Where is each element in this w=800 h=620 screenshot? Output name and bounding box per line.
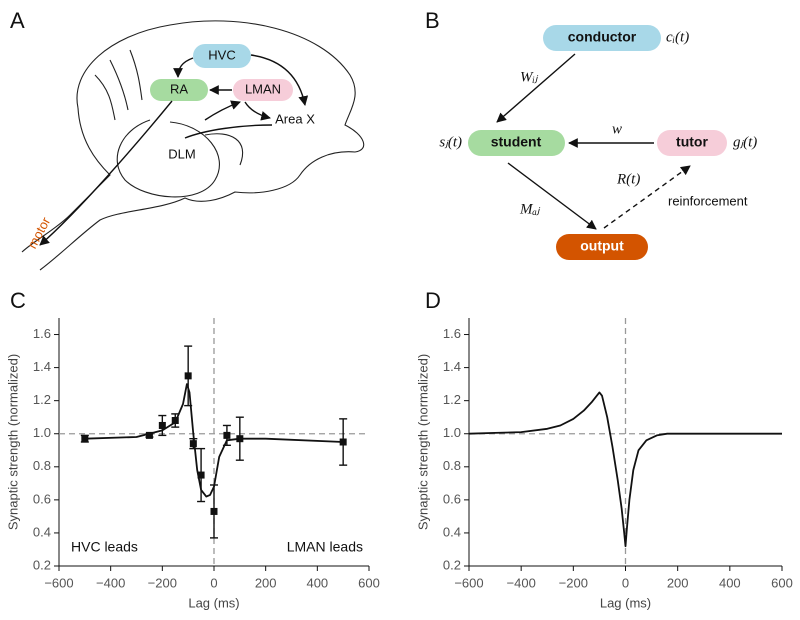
- annotation: HVC leads: [71, 539, 138, 555]
- x-tick-label: 400: [719, 575, 741, 590]
- edge-label: Mₐⱼ: [519, 201, 541, 217]
- symbol: cᵢ(t): [666, 29, 689, 45]
- x-tick-label: 600: [771, 575, 793, 590]
- edge-note: reinforcement: [668, 193, 748, 208]
- annotation: LMAN leads: [287, 539, 363, 555]
- y-tick-label: 1.2: [443, 392, 461, 407]
- x-tick-label: 200: [255, 575, 277, 590]
- data-point: [210, 507, 218, 515]
- region-box: [193, 44, 251, 68]
- data-point: [145, 431, 153, 439]
- data-point: [197, 471, 205, 479]
- y-tick-label: 1.4: [33, 359, 51, 374]
- data-point: [189, 440, 197, 448]
- curve: [468, 391, 782, 548]
- region-label: Area X: [275, 111, 315, 126]
- x-tick-label: 200: [667, 575, 689, 590]
- region-label: DLM: [168, 146, 195, 161]
- x-tick-label: −200: [148, 575, 177, 590]
- x-tick-label: −600: [454, 575, 483, 590]
- data-point: [158, 421, 166, 429]
- node-box: [468, 130, 565, 156]
- region-box: [150, 79, 208, 101]
- edge-label: R(t): [616, 171, 640, 187]
- region-label: HVC: [208, 47, 235, 62]
- node-label: conductor: [568, 29, 637, 45]
- region-label: RA: [170, 81, 188, 96]
- region-box: [233, 79, 293, 101]
- panel-label: C: [10, 288, 26, 313]
- edge-label: Wᵢⱼ: [520, 69, 539, 85]
- y-axis-label: Synaptic strength (normalized): [415, 354, 430, 530]
- data-point: [184, 372, 192, 380]
- node-label: tutor: [676, 134, 708, 150]
- y-tick-label: 1.6: [33, 326, 51, 341]
- node-box: [657, 130, 727, 156]
- y-tick-label: 1.6: [443, 326, 461, 341]
- panel-label: B: [425, 8, 440, 33]
- x-tick-label: −200: [559, 575, 588, 590]
- y-axis-label: Synaptic strength (normalized): [5, 354, 20, 530]
- edge-label: w: [612, 121, 622, 137]
- node-box: [543, 25, 661, 51]
- y-tick-label: 1.0: [33, 425, 51, 440]
- y-tick-label: 0.8: [33, 458, 51, 473]
- panel-label: D: [425, 288, 441, 313]
- x-axis-label: Lag (ms): [188, 595, 239, 610]
- y-tick-label: 1.2: [33, 392, 51, 407]
- y-tick-label: 0.8: [443, 458, 461, 473]
- symbol: gⱼ(t): [733, 134, 757, 150]
- curve: [84, 383, 344, 498]
- region-label: LMAN: [245, 81, 281, 96]
- x-tick-label: 0: [622, 575, 629, 590]
- x-axis-label: Lag (ms): [600, 595, 651, 610]
- x-tick-label: −600: [44, 575, 73, 590]
- motor-label: motor: [24, 214, 53, 251]
- x-tick-label: −400: [96, 575, 125, 590]
- x-tick-label: −400: [507, 575, 536, 590]
- y-tick-label: 1.4: [443, 359, 461, 374]
- brain-outline: [21, 20, 365, 271]
- data-point: [223, 431, 231, 439]
- y-tick-label: 0.4: [443, 524, 461, 539]
- y-tick-label: 0.4: [33, 524, 51, 539]
- y-tick-label: 1.0: [443, 425, 461, 440]
- x-tick-label: 400: [306, 575, 328, 590]
- edge: [496, 53, 576, 123]
- panel-label: A: [10, 8, 25, 33]
- y-tick-label: 0.6: [33, 491, 51, 506]
- y-tick-label: 0.6: [443, 491, 461, 506]
- y-tick-label: 0.2: [443, 557, 461, 572]
- node-label: student: [491, 134, 542, 150]
- pathway-arrows: [39, 54, 309, 246]
- y-tick-label: 0.2: [33, 557, 51, 572]
- x-tick-label: 0: [210, 575, 217, 590]
- symbol: sⱼ(t): [439, 134, 462, 150]
- node-label: output: [580, 238, 624, 254]
- x-tick-label: 600: [358, 575, 380, 590]
- edge: [507, 162, 597, 230]
- node-box: [556, 234, 648, 260]
